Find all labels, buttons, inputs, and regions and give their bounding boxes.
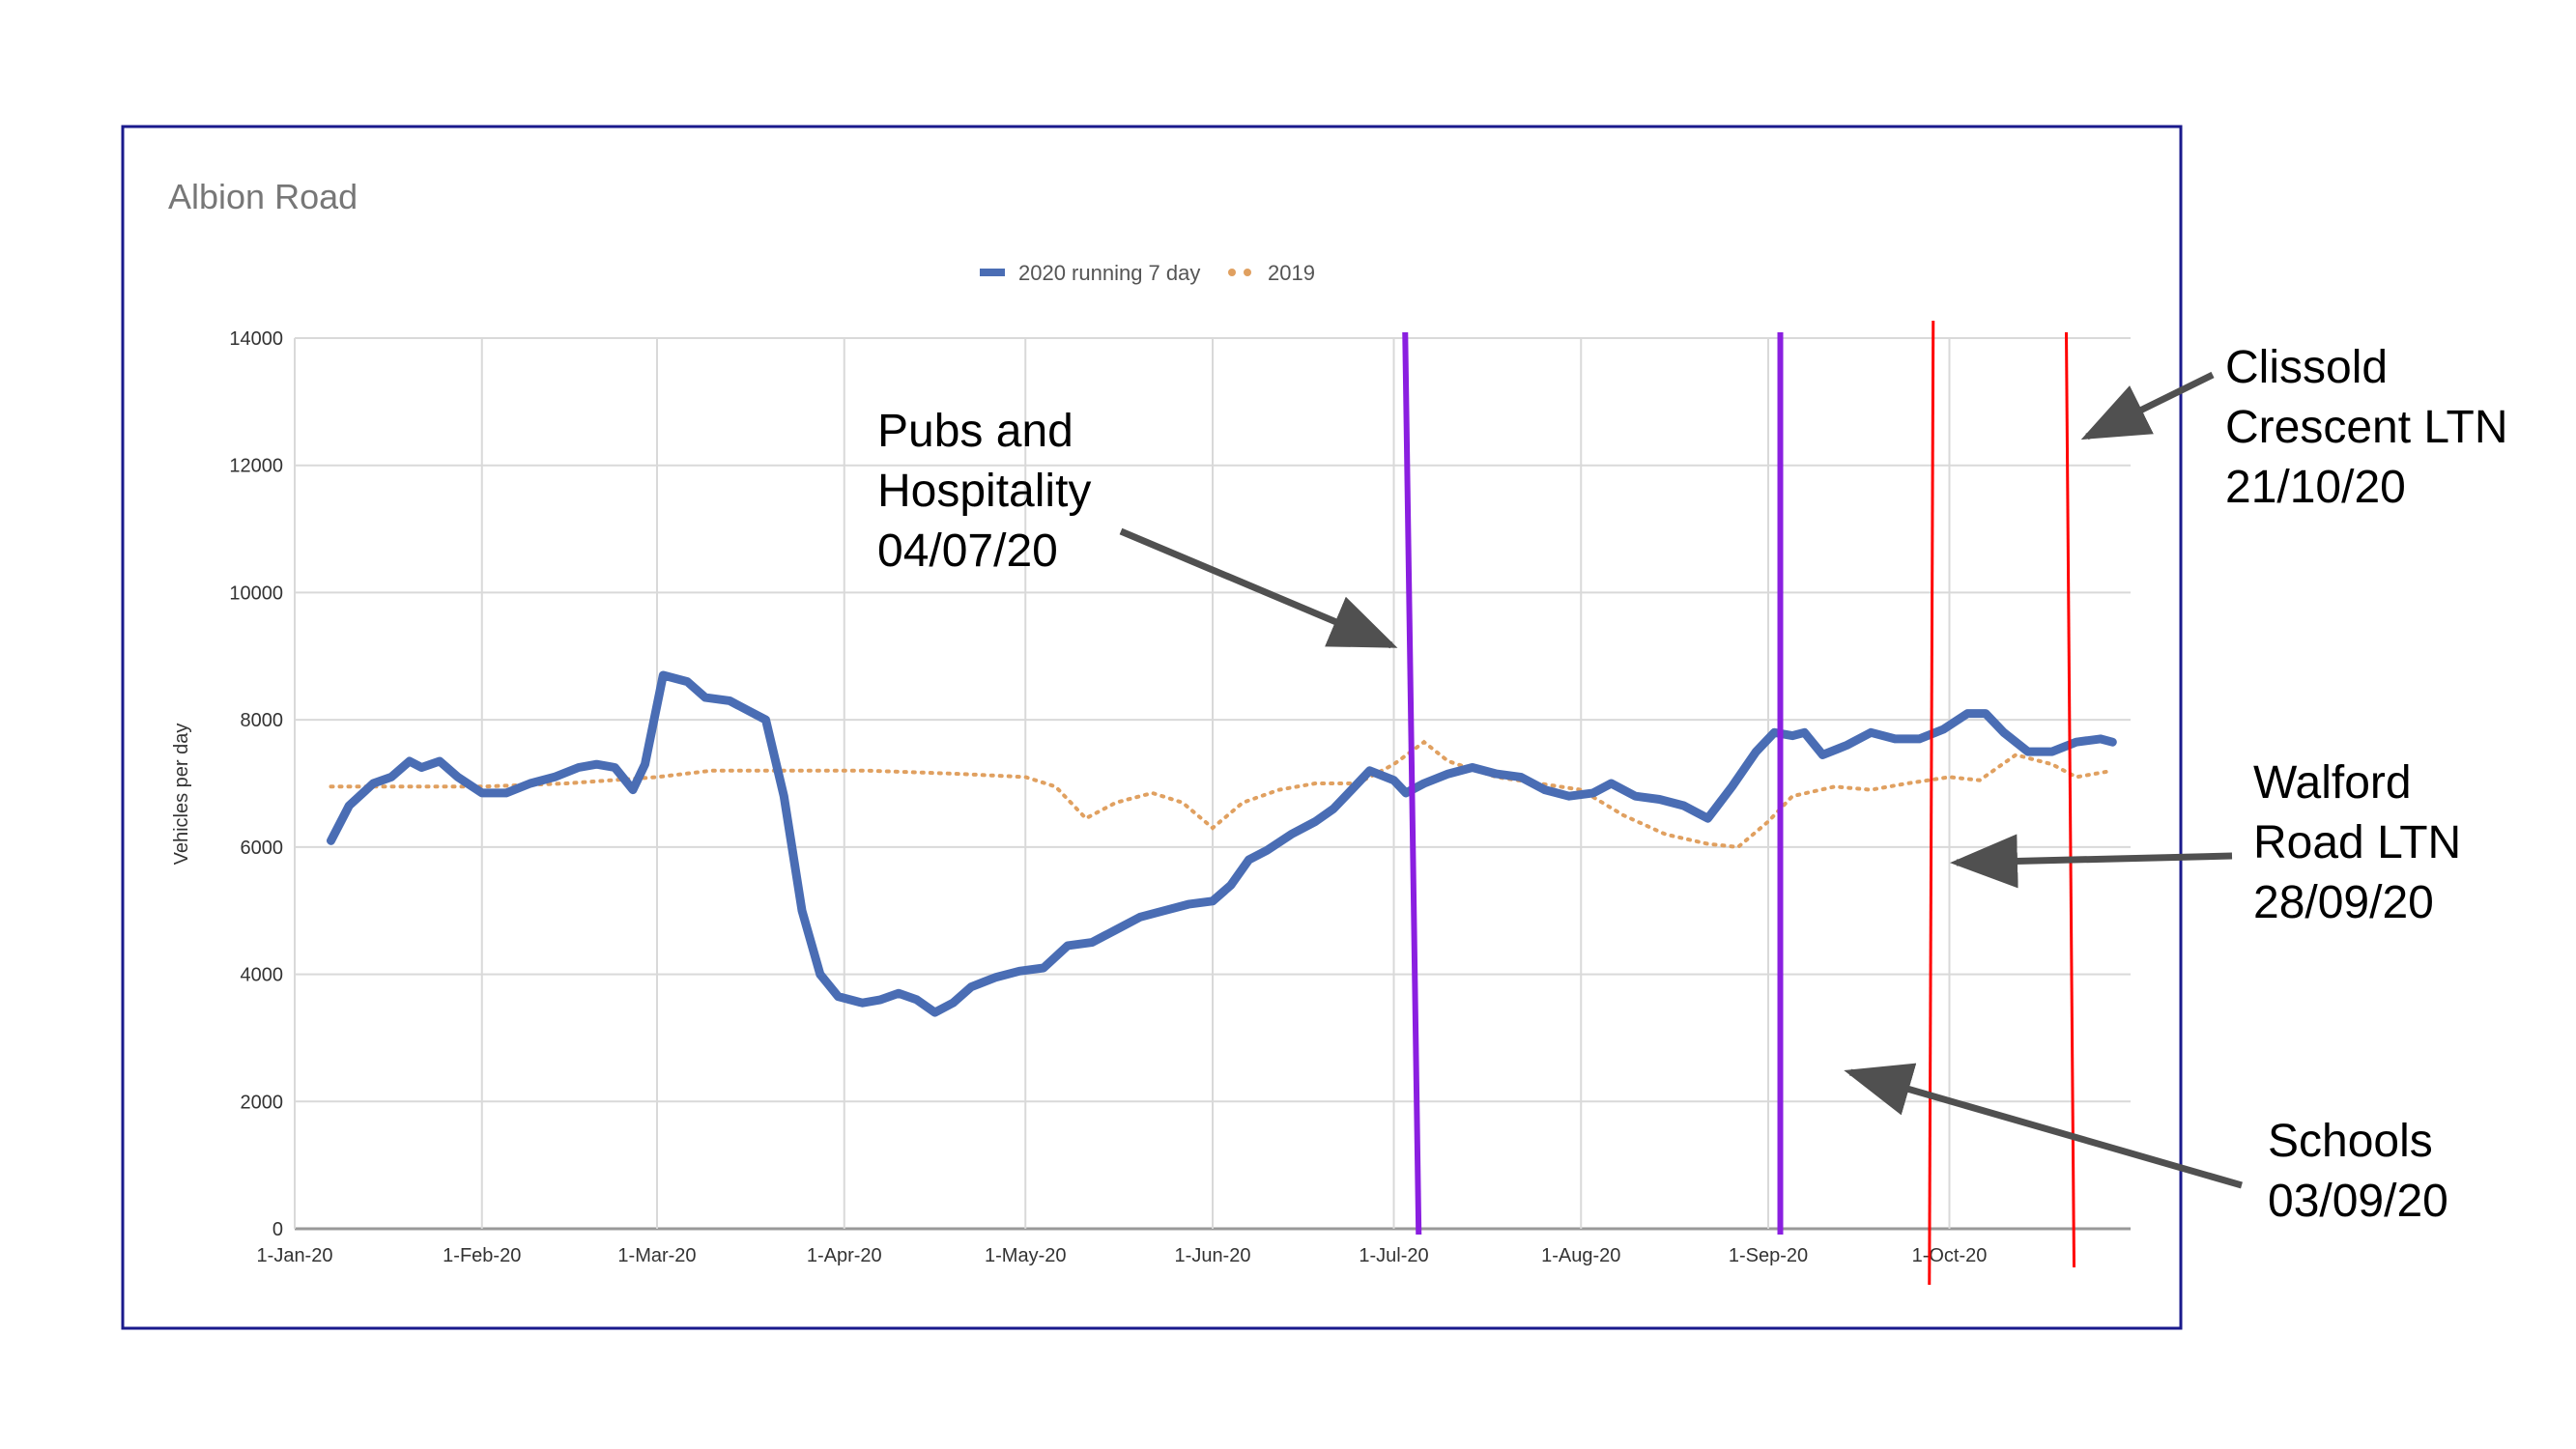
y-tick-label: 12000	[229, 456, 283, 477]
x-tick-label: 1-Aug-20	[1541, 1245, 1620, 1266]
x-tick-label: 1-Apr-20	[807, 1245, 882, 1266]
series-2019-line	[329, 739, 2115, 849]
pubs-annotation-line-1: Pubs and	[877, 406, 1073, 457]
y-tick-label: 14000	[229, 328, 283, 350]
walford-annotation-line-1: Walford	[2253, 757, 2412, 809]
x-axis-ticks: 1-Jan-20 1-Feb-20 1-Mar-20 1-Apr-20 1-May-20…	[257, 1245, 1988, 1266]
legend-label-2020: 2020 running 7 day	[1018, 261, 1200, 285]
y-tick-label: 0	[272, 1219, 283, 1240]
x-tick-label: 1-Oct-20	[1912, 1245, 1988, 1266]
pubs-annotation-line-2: Hospitality	[877, 466, 1091, 517]
schools-annotation: Schools 03/09/20	[2268, 1116, 2448, 1227]
x-tick-label: 1-Feb-20	[443, 1245, 521, 1266]
legend-swatch-2019-dot-a	[1228, 269, 1236, 276]
legend-label-2019: 2019	[1268, 261, 1315, 285]
legend-swatch-2019-dot-b	[1244, 269, 1251, 276]
schools-arrow	[1844, 1063, 2243, 1189]
clissold-arrow	[2080, 371, 2215, 440]
y-tick-label: 4000	[241, 965, 284, 986]
y-tick-label: 2000	[241, 1092, 284, 1113]
pubs-arrow	[1119, 527, 1398, 649]
y-axis-ticks: 0 2000 4000 6000 8000 10000 12000 14000	[229, 328, 283, 1240]
series-2020-line	[327, 670, 2117, 1017]
walford-annotation: Walford Road LTN 28/09/20	[2253, 757, 2461, 928]
pubs-annotation-line-3: 04/07/20	[877, 526, 1058, 577]
x-tick-label: 1-May-20	[985, 1245, 1066, 1266]
x-tick-label: 1-Mar-20	[617, 1245, 696, 1266]
grid	[294, 337, 2131, 1231]
y-axis-title: Vehicles per day	[171, 724, 192, 866]
clissold-crescent-ltn-marker	[2065, 331, 2075, 1268]
pubs-hospitality-marker	[1402, 331, 1422, 1236]
chart-frame	[121, 125, 2183, 1330]
y-tick-label: 8000	[241, 710, 284, 731]
walford-annotation-line-2: Road LTN	[2253, 817, 2461, 868]
clissold-annotation-line-2: Crescent LTN	[2225, 402, 2508, 453]
clissold-annotation-line-1: Clissold	[2225, 342, 2388, 393]
y-tick-label: 6000	[241, 838, 284, 859]
legend-item-2019: 2019	[1228, 261, 1315, 285]
clissold-annotation: Clissold Crescent LTN 21/10/20	[2225, 342, 2508, 513]
y-tick-label: 10000	[229, 582, 283, 604]
chart-title: Albion Road	[168, 177, 358, 216]
walford-arrow	[1950, 834, 2233, 889]
x-tick-label: 1-Jul-20	[1359, 1245, 1428, 1266]
x-tick-label: 1-Jan-20	[257, 1245, 333, 1266]
pubs-annotation: Pubs and Hospitality 04/07/20	[877, 406, 1091, 577]
schools-annotation-line-2: 03/09/20	[2268, 1176, 2448, 1227]
walford-road-ltn-marker	[1928, 320, 1935, 1286]
x-tick-label: 1-Jun-20	[1175, 1245, 1251, 1266]
schools-annotation-line-1: Schools	[2268, 1116, 2433, 1167]
legend: 2020 running 7 day 2019	[980, 261, 1315, 285]
x-tick-label: 1-Sep-20	[1729, 1245, 1808, 1266]
walford-annotation-line-3: 28/09/20	[2253, 877, 2434, 928]
clissold-annotation-line-3: 21/10/20	[2225, 462, 2406, 513]
legend-item-2020: 2020 running 7 day	[980, 261, 1200, 285]
